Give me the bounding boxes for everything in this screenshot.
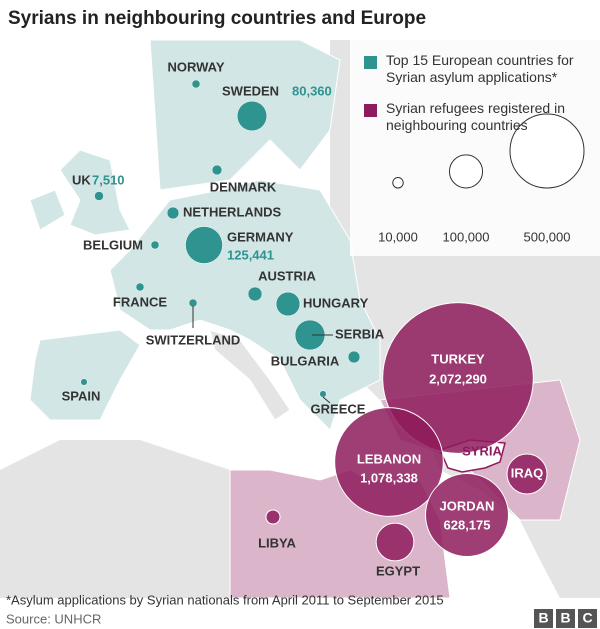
bubble: [185, 226, 223, 264]
bubble: [191, 79, 201, 89]
leader-line: [322, 396, 331, 404]
size-legend-label: 10,000: [378, 229, 418, 244]
place-label: NORWAY: [167, 59, 224, 74]
bubble: [382, 302, 534, 454]
place-label: NETHERLANDS: [183, 204, 282, 219]
bubble: [211, 164, 223, 176]
logo-letter: C: [582, 610, 592, 626]
bubble: [334, 407, 444, 517]
legend-text: Top 15 European countries for Syrian asy…: [386, 52, 574, 85]
legend-swatch: [364, 56, 377, 69]
place-label: LIBYA: [258, 535, 296, 550]
logo-box: [556, 609, 575, 628]
bubble: [347, 350, 361, 364]
bubble: [188, 298, 198, 308]
value-label: 7,510: [92, 172, 125, 187]
bubble: [506, 453, 548, 495]
bubble: [265, 509, 281, 525]
value-label: 1,078,338: [360, 470, 418, 485]
place-label: TURKEY: [431, 351, 485, 366]
place-label: GREECE: [311, 401, 366, 416]
place-label: BULGARIA: [271, 353, 340, 368]
size-legend-circle: [392, 177, 404, 189]
place-label: JORDAN: [440, 498, 495, 513]
footnote: *Asylum applications by Syrian nationals…: [6, 592, 444, 607]
continental-europe: [109, 179, 381, 431]
place-label: AUSTRIA: [258, 268, 316, 283]
ireland: [29, 189, 66, 231]
place-label: UK: [72, 172, 91, 187]
bubble: [247, 286, 263, 302]
iberia: [29, 329, 141, 421]
bubble: [135, 282, 145, 292]
size-legend-label: 100,000: [443, 229, 490, 244]
place-label: SERBIA: [335, 326, 385, 341]
syria-label: SYRIA: [462, 443, 502, 458]
legend-text: Syrian refugees registered in neighbouri…: [386, 100, 565, 133]
source: Source: UNHCR: [6, 611, 101, 626]
logo-box: [578, 609, 597, 628]
bubble: [319, 390, 327, 398]
logo-letter: B: [560, 610, 570, 626]
place-label: SWITZERLAND: [146, 332, 241, 347]
logo-letter: B: [538, 610, 548, 626]
bubble: [94, 191, 104, 201]
size-legend-label: 500,000: [524, 229, 571, 244]
italy: [209, 329, 291, 421]
bubble: [236, 100, 268, 132]
logo-box: [534, 609, 553, 628]
legend-swatch: [364, 104, 377, 117]
place-label: HUNGARY: [303, 295, 369, 310]
value-label: 2,072,290: [429, 371, 487, 386]
uk: [59, 149, 131, 236]
leader-lines: [192, 306, 333, 404]
place-label: BELGIUM: [83, 237, 143, 252]
size-legend-circle: [448, 154, 484, 189]
north-africa: [0, 440, 230, 598]
bubble: [425, 473, 509, 557]
size-legend-circle: [509, 113, 585, 189]
title: Syrians in neighbouring countries and Eu…: [8, 8, 426, 29]
bubble: [375, 522, 415, 562]
place-label: IRAQ: [511, 465, 544, 480]
place-label: SPAIN: [62, 388, 101, 403]
place-label: LEBANON: [357, 451, 421, 466]
place-label: GERMANY: [227, 229, 294, 244]
bubble: [150, 240, 160, 250]
value-label: 628,175: [444, 517, 491, 532]
bubble: [275, 291, 301, 317]
place-label: DENMARK: [210, 179, 277, 194]
bubble: [80, 378, 88, 386]
value-label: 125,441: [227, 247, 274, 262]
bubble: [166, 206, 180, 220]
value-label: 80,360: [292, 83, 332, 98]
place-label: FRANCE: [113, 294, 167, 309]
place-label: EGYPT: [376, 563, 420, 578]
place-label: SWEDEN: [222, 83, 279, 98]
